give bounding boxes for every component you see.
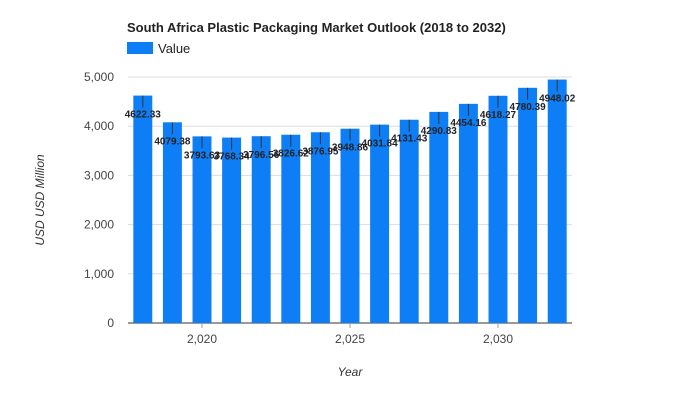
y-tick-label: 5,000 [84,70,114,84]
data-label: 4079.38 [154,136,191,147]
y-tick-label: 4,000 [84,119,114,133]
x-axis-title: Year [338,365,364,379]
x-tick-label: 2,020 [187,332,217,346]
bar [518,87,538,323]
bar [429,111,449,323]
bar [281,134,301,323]
y-tick-label: 2,000 [84,218,114,232]
data-label: 4622.33 [125,110,162,121]
data-label: 4780.39 [510,102,547,113]
data-label: 3948.86 [332,143,369,154]
legend-swatch [127,42,153,54]
bar [251,136,271,323]
data-label: 3796.56 [243,150,280,161]
bar [547,79,567,323]
data-label: 4131.43 [391,134,428,145]
data-label: 3826.62 [273,149,310,160]
bar [310,132,330,323]
bar [162,122,182,324]
x-axis-ticks: 2,020 2,025 2,030 [187,323,513,346]
data-labels: 4622.33 4079.38 3793.633768.343796.563826.… [125,79,576,163]
bars [133,79,567,324]
data-label: 4290.83 [421,126,458,137]
chart-title: South Africa Plastic Packaging Market Ou… [127,20,506,35]
data-label: 4031.84 [362,139,399,150]
bar [458,103,478,323]
x-tick-label: 2,025 [335,332,365,346]
y-axis-ticks: 0 1,000 2,000 3,000 4,000 5,000 [84,70,114,330]
bar [399,119,419,323]
data-label: 4454.16 [450,118,487,129]
data-label: 4618.27 [480,110,517,121]
y-tick-label: 3,000 [84,168,114,182]
data-label: 4948.02 [539,94,576,105]
y-tick-label: 1,000 [84,267,114,281]
legend-label: Value [158,41,190,56]
bar [488,95,508,323]
bar [340,128,360,323]
data-label: 3793.63 [184,150,221,161]
data-label: 3876.95 [302,146,339,157]
bar [133,95,153,324]
y-axis-title: USD USD Million [33,154,47,246]
data-label: 3768.34 [214,152,251,163]
x-tick-label: 2,030 [483,332,513,346]
y-tick-label: 0 [107,316,114,330]
bar [370,124,390,323]
bar [222,137,242,323]
bar [192,136,212,323]
